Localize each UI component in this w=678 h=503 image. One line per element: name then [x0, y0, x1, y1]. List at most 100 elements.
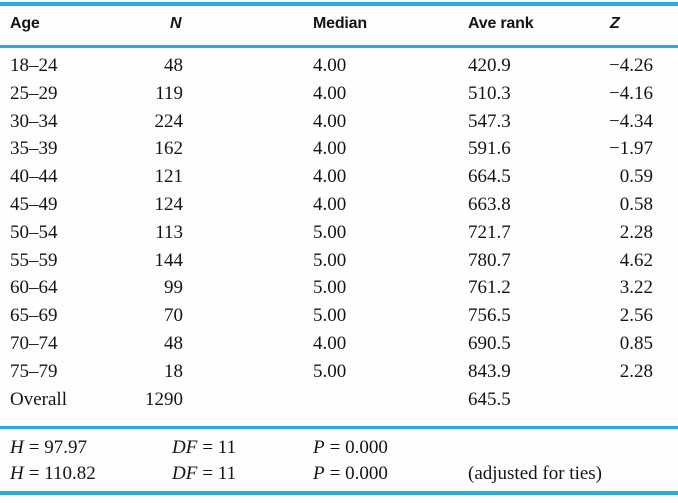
n-cell: 224 [154, 110, 184, 132]
ave-rank-cell: 843.9 [468, 360, 511, 382]
table-row: 50–54 113 5.00 721.7 2.28 [0, 219, 678, 247]
ave-rank-cell: 591.6 [468, 138, 511, 160]
age-cell: 60–64 [10, 277, 58, 299]
df-value: = 11 [202, 462, 237, 484]
ave-rank-cell: 420.9 [468, 55, 511, 76]
top-rule [0, 2, 678, 6]
z-cell: 4.62 [619, 249, 653, 271]
n-cell: 124 [154, 193, 184, 215]
table-row: 60–64 99 5.00 761.2 3.22 [0, 274, 678, 302]
table-body: 18–24 48 4.00 420.9 −4.26 25–29 119 4.00… [0, 52, 678, 413]
n-cell: 113 [155, 221, 183, 243]
ave-rank-cell: 756.5 [468, 305, 511, 327]
ave-rank-cell: 645.5 [468, 388, 511, 410]
ave-rank-cell: 664.5 [468, 166, 511, 188]
p-statistic: P = 0.000 [313, 435, 388, 461]
z-cell: 2.28 [619, 360, 653, 382]
p-statistic: P = 0.000 [313, 461, 388, 487]
table-row: 30–34 224 4.00 547.3 −4.34 [0, 108, 678, 136]
table-row: 45–49 124 4.00 663.8 0.58 [0, 191, 678, 219]
n-cell: 18 [164, 360, 183, 382]
table-row: 65–69 70 5.00 756.5 2.56 [0, 302, 678, 330]
h-value: = 97.97 [28, 437, 87, 458]
n-cell: 162 [154, 138, 184, 160]
age-cell: 35–39 [10, 138, 58, 160]
table-row: 35–39 162 4.00 591.6 −1.97 [0, 135, 678, 163]
z-cell: −4.34 [609, 110, 653, 132]
ave-rank-cell: 761.2 [468, 277, 511, 299]
median-cell: 4.00 [313, 82, 347, 104]
n-cell: 48 [164, 332, 183, 354]
median-cell: 4.00 [313, 193, 347, 215]
median-cell: 4.00 [313, 138, 347, 160]
df-statistic: DF = 11 [172, 435, 236, 461]
n-cell: 48 [164, 55, 183, 76]
median-cell: 5.00 [313, 277, 347, 299]
table-row: 70–74 48 4.00 690.5 0.85 [0, 330, 678, 358]
age-cell: Overall [10, 388, 67, 410]
column-header-age: Age [10, 15, 40, 32]
table-row: 18–24 48 4.00 420.9 −4.26 [0, 52, 678, 80]
h-value: = 110.82 [28, 462, 96, 484]
h-symbol: H [10, 437, 24, 458]
df-symbol: DF [172, 462, 198, 484]
p-value: = 0.000 [329, 437, 388, 458]
n-cell: 121 [154, 166, 184, 188]
z-cell: −4.16 [609, 82, 653, 104]
ties-note: (adjusted for ties) [468, 462, 603, 484]
ave-rank-cell: 780.7 [468, 249, 511, 271]
n-cell: 119 [155, 82, 183, 104]
header-rule [0, 45, 678, 48]
median-cell: 5.00 [313, 360, 347, 382]
p-symbol: P [313, 462, 325, 484]
n-cell: 99 [164, 277, 183, 299]
df-symbol: DF [172, 437, 198, 458]
age-cell: 40–44 [10, 166, 58, 188]
median-cell: 5.00 [313, 249, 347, 271]
age-cell: 75–79 [10, 360, 58, 382]
age-cell: 55–59 [10, 249, 58, 271]
column-header-median: Median [313, 15, 367, 32]
p-symbol: P [313, 437, 325, 458]
table-row-overall: Overall 1290 645.5 [0, 386, 678, 414]
column-header-z: Z [610, 15, 620, 32]
table-row: 25–29 119 4.00 510.3 −4.16 [0, 80, 678, 108]
median-cell: 4.00 [313, 332, 347, 354]
age-cell: 65–69 [10, 305, 58, 327]
age-cell: 25–29 [10, 82, 58, 104]
table-row: 75–79 18 5.00 843.9 2.28 [0, 358, 678, 386]
age-cell: 50–54 [10, 221, 58, 243]
median-cell: 5.00 [313, 305, 347, 327]
ave-rank-cell: 510.3 [468, 82, 511, 104]
z-cell: 0.58 [619, 193, 653, 215]
age-cell: 45–49 [10, 193, 58, 215]
ave-rank-cell: 690.5 [468, 332, 511, 354]
ave-rank-cell: 721.7 [468, 221, 511, 243]
n-cell: 1290 [145, 388, 183, 410]
table-row: 55–59 144 5.00 780.7 4.62 [0, 247, 678, 275]
df-value: = 11 [202, 437, 237, 458]
median-cell: 4.00 [313, 55, 347, 76]
column-header-n: N [170, 15, 182, 32]
h-symbol: H [10, 462, 24, 484]
median-cell: 4.00 [313, 166, 347, 188]
column-header-ave-rank: Ave rank [468, 15, 534, 32]
age-cell: 70–74 [10, 332, 58, 354]
z-cell: 2.28 [619, 221, 653, 243]
z-cell: 0.85 [619, 332, 653, 354]
median-cell: 4.00 [313, 110, 347, 132]
test-statistics-footer: H = 97.97 DF = 11 P = 0.000 H = 110.82 DF = 1… [0, 435, 678, 486]
h-statistic: H = 110.82 [10, 461, 96, 487]
h-statistic-adjusted-row: H = 110.82 DF = 11 P = 0.000 (adjusted for … [0, 461, 678, 487]
z-cell: −4.26 [609, 55, 653, 76]
age-cell: 30–34 [10, 110, 58, 132]
df-statistic: DF = 11 [172, 461, 236, 487]
age-cell: 18–24 [10, 55, 58, 76]
ave-rank-cell: 663.8 [468, 193, 511, 215]
h-statistic-row: H = 97.97 DF = 11 P = 0.000 [0, 435, 678, 461]
z-cell: 2.56 [619, 305, 653, 327]
median-cell: 5.00 [313, 221, 347, 243]
n-cell: 70 [164, 305, 183, 327]
z-cell: −1.97 [609, 138, 653, 160]
